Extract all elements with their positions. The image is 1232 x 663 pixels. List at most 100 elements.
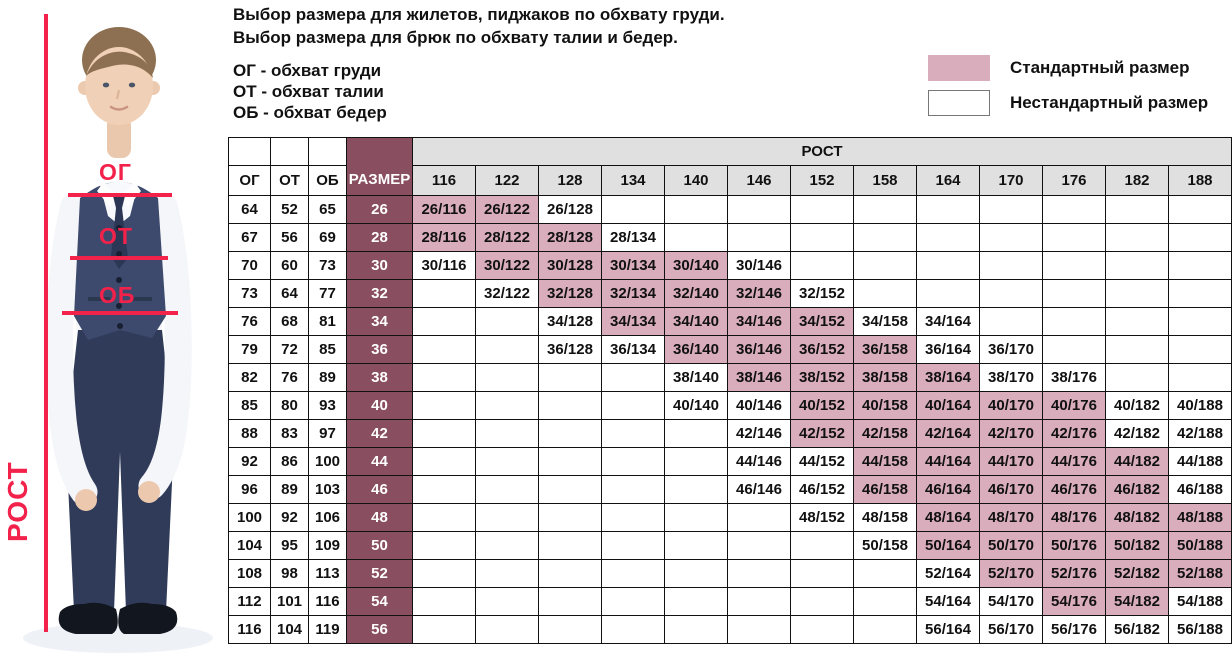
size-height-cell [727,587,791,616]
size-table: РАЗМЕР РОСТ ОГ ОТ ОБ 116 122 128 134 140 146 152 158… [228,137,1232,644]
abbr-chest: ОГ - обхват груди [233,61,382,80]
size-height-cell: 36/134 [601,335,665,364]
legend-nonstandard-row: Нестандартный размер [928,90,1208,116]
size-height-cell: 28/134 [601,223,665,252]
table-row: 82 76 89 38 38/140 38/146 38/152 38/158 38/164 38… [228,363,1232,392]
size-height-cell: 54/170 [979,587,1043,616]
size-height-cell: 30/116 [412,251,476,280]
hips-value-cell: 73 [308,251,347,280]
size-height-cell [1042,223,1106,252]
size-height-cell [538,391,602,420]
size-height-cell: 46/152 [790,475,854,504]
size-height-cell [1168,363,1232,392]
size-value-cell: 28 [346,223,413,252]
size-height-cell [538,615,602,644]
size-height-cell: 48/176 [1042,503,1106,532]
chest-value-cell: 100 [228,503,271,532]
size-height-cell [1105,363,1169,392]
size-height-cell [979,223,1043,252]
size-value-cell: 54 [346,587,413,616]
size-height-cell: 34/164 [916,307,980,336]
boy-illustration [23,27,213,653]
hips-value-cell: 85 [308,335,347,364]
size-column-header: РАЗМЕР [346,137,413,196]
size-height-cell [475,587,539,616]
table-row: 73 64 77 32 32/122 32/128 32/134 32/140 32/146 32… [228,279,1232,308]
size-value-cell: 30 [346,251,413,280]
size-height-cell [727,223,791,252]
waist-value-cell: 86 [270,447,309,476]
size-height-cell [727,195,791,224]
table-row: 85 80 93 40 40/140 40/146 40/152 40/158 40/164 40… [228,391,1232,420]
size-height-cell: 32/146 [727,279,791,308]
hips-value-cell: 100 [308,447,347,476]
size-height-cell: 44/152 [790,447,854,476]
size-height-cell: 36/128 [538,335,602,364]
waist-value-cell: 83 [270,419,309,448]
size-height-cell: 48/164 [916,503,980,532]
size-height-cell: 34/158 [853,307,917,336]
boy-neck [107,116,131,158]
title-line-2: Выбор размера для брюк по обхвату талии … [233,28,678,47]
title-line-1: Выбор размера для жилетов, пиджаков по о… [233,5,725,24]
legend: Стандартный размер Нестандартный размер [928,55,1208,125]
size-height-cell [1042,335,1106,364]
corner-blank-cell [308,137,347,166]
size-height-cell [664,559,728,588]
size-value-cell: 44 [346,447,413,476]
size-height-cell [538,503,602,532]
waist-value-cell: 80 [270,391,309,420]
vest-button [116,251,122,257]
boy-trousers [66,330,174,612]
size-height-cell: 36/170 [979,335,1043,364]
size-height-cell: 32/140 [664,279,728,308]
waist-value-cell: 76 [270,363,309,392]
size-height-cell [412,307,476,336]
abbr-waist: ОТ - обхват талии [233,82,384,101]
measure-column-header: ОБ [308,165,347,196]
standard-size-label: Стандартный размер [1010,58,1190,77]
vest-button [116,303,122,309]
size-height-cell: 46/164 [916,475,980,504]
size-height-cell [601,363,665,392]
size-height-cell [412,391,476,420]
size-height-cell: 40/140 [664,391,728,420]
size-height-cell [664,419,728,448]
height-column-header: 152 [790,165,854,196]
vest-pocket-left [88,297,110,301]
size-height-cell: 38/152 [790,363,854,392]
size-height-cell [412,615,476,644]
size-height-cell [475,615,539,644]
hips-value-cell: 106 [308,503,347,532]
hips-value-cell: 93 [308,391,347,420]
size-height-cell [475,391,539,420]
boy-arm-right [138,192,192,500]
table-row: 88 83 97 42 42/146 42/152 42/158 42/164 42/170 42… [228,419,1232,448]
size-height-cell [412,587,476,616]
hips-value-cell: 103 [308,475,347,504]
size-height-cell: 48/182 [1105,503,1169,532]
size-height-cell [1105,279,1169,308]
model-photo: ОГ ОТ ОБ РОСТ [0,0,230,663]
chest-value-cell: 67 [228,223,271,252]
chest-value-cell: 82 [228,363,271,392]
height-column-header: 164 [916,165,980,196]
size-height-cell: 44/158 [853,447,917,476]
size-height-cell: 30/122 [475,251,539,280]
size-height-cell [1105,223,1169,252]
hips-label: ОБ [99,282,136,308]
chest-value-cell: 64 [228,195,271,224]
size-height-cell [979,307,1043,336]
size-height-cell: 46/188 [1168,475,1232,504]
size-height-cell [1168,223,1232,252]
table-row: 104 95 109 50 50/158 50/164 50/170 50/176 50/182… [228,531,1232,560]
size-height-cell: 50/158 [853,531,917,560]
size-height-cell [538,559,602,588]
size-height-cell [853,251,917,280]
hips-value-cell: 89 [308,363,347,392]
boy-shoe-right [118,602,178,634]
size-value-cell: 36 [346,335,413,364]
hips-value-cell: 116 [308,587,347,616]
chest-value-cell: 70 [228,251,271,280]
size-height-cell: 30/146 [727,251,791,280]
